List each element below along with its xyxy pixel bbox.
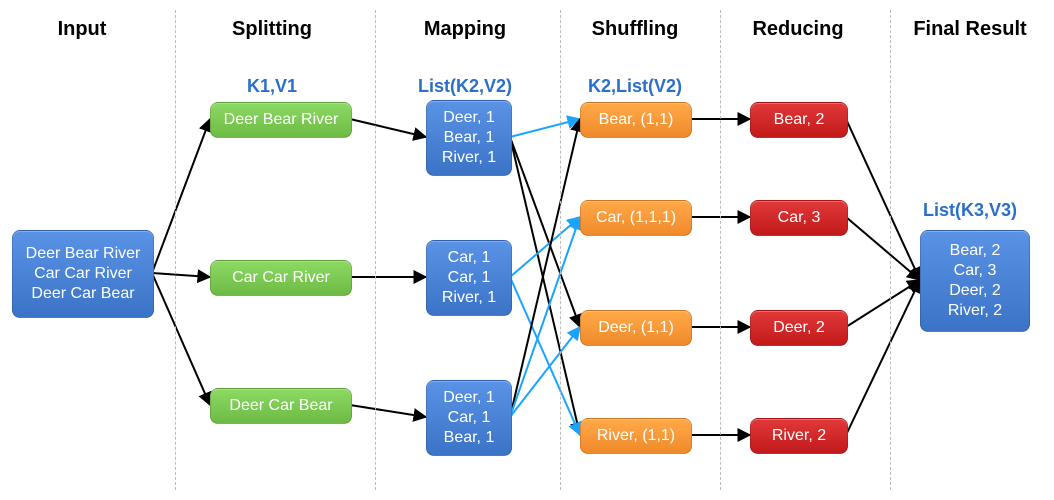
edge-input-to-split3	[152, 273, 210, 405]
column-separator	[720, 10, 721, 490]
node-final: Bear, 2 Car, 3 Deer, 2 River, 2	[920, 230, 1030, 332]
edge-map3-to-shuf3	[510, 327, 580, 417]
edge-red1-to-final	[846, 119, 920, 280]
edge-split1-to-map1	[350, 119, 426, 137]
edge-map3-to-shuf1	[510, 119, 580, 417]
node-shuf4: River, (1,1)	[580, 418, 692, 454]
node-input: Deer Bear River Car Car River Deer Car B…	[12, 230, 154, 318]
sublabel-listk3v3: List(K3,V3)	[923, 200, 1017, 221]
node-shuf1: Bear, (1,1)	[580, 102, 692, 138]
node-red3: Deer, 2	[750, 310, 848, 346]
column-separator	[890, 10, 891, 490]
edge-map1-to-shuf3	[510, 137, 580, 327]
node-map2: Car, 1 Car, 1 River, 1	[426, 240, 512, 316]
edge-map3-to-shuf2	[510, 217, 580, 417]
edge-split3-to-map3	[350, 405, 426, 417]
node-map1: Deer, 1 Bear, 1 River, 1	[426, 100, 512, 176]
sublabel-listk2v2: List(K2,V2)	[418, 76, 512, 97]
node-map3: Deer, 1 Car, 1 Bear, 1	[426, 380, 512, 456]
node-split3: Deer Car Bear	[210, 388, 352, 424]
node-red2: Car, 3	[750, 200, 848, 236]
edge-red3-to-final	[846, 280, 920, 327]
mapreduce-diagram: Input Splitting Mapping Shuffling Reducing Fi…	[0, 0, 1054, 500]
node-red1: Bear, 2	[750, 102, 848, 138]
node-split2: Car Car River	[210, 260, 352, 296]
sublabel-k2list: K2,List(V2)	[588, 76, 682, 97]
edge-red4-to-final	[846, 280, 920, 435]
column-header-split: Splitting	[232, 18, 312, 41]
edge-red2-to-final	[846, 217, 920, 280]
column-header-shuffle: Shuffling	[592, 18, 679, 41]
column-header-reduce: Reducing	[752, 18, 843, 41]
column-separator	[560, 10, 561, 490]
edge-map2-to-shuf4	[510, 277, 580, 435]
node-shuf3: Deer, (1,1)	[580, 310, 692, 346]
node-red4: River, 2	[750, 418, 848, 454]
column-separator	[375, 10, 376, 490]
edge-map1-to-shuf1	[510, 119, 580, 137]
column-header-map: Mapping	[424, 18, 506, 41]
node-split1: Deer Bear River	[210, 102, 352, 138]
sublabel-k1v1: K1,V1	[247, 76, 297, 97]
column-header-final: Final Result	[913, 18, 1026, 41]
arrow-layer	[0, 0, 1054, 500]
edge-map1-to-shuf4	[510, 137, 580, 435]
node-shuf2: Car, (1,1,1)	[580, 200, 692, 236]
column-header-input: Input	[58, 18, 107, 41]
edge-map2-to-shuf2	[510, 217, 580, 277]
edge-input-to-split2	[152, 273, 210, 277]
edge-input-to-split1	[152, 119, 210, 273]
column-separator	[175, 10, 176, 490]
